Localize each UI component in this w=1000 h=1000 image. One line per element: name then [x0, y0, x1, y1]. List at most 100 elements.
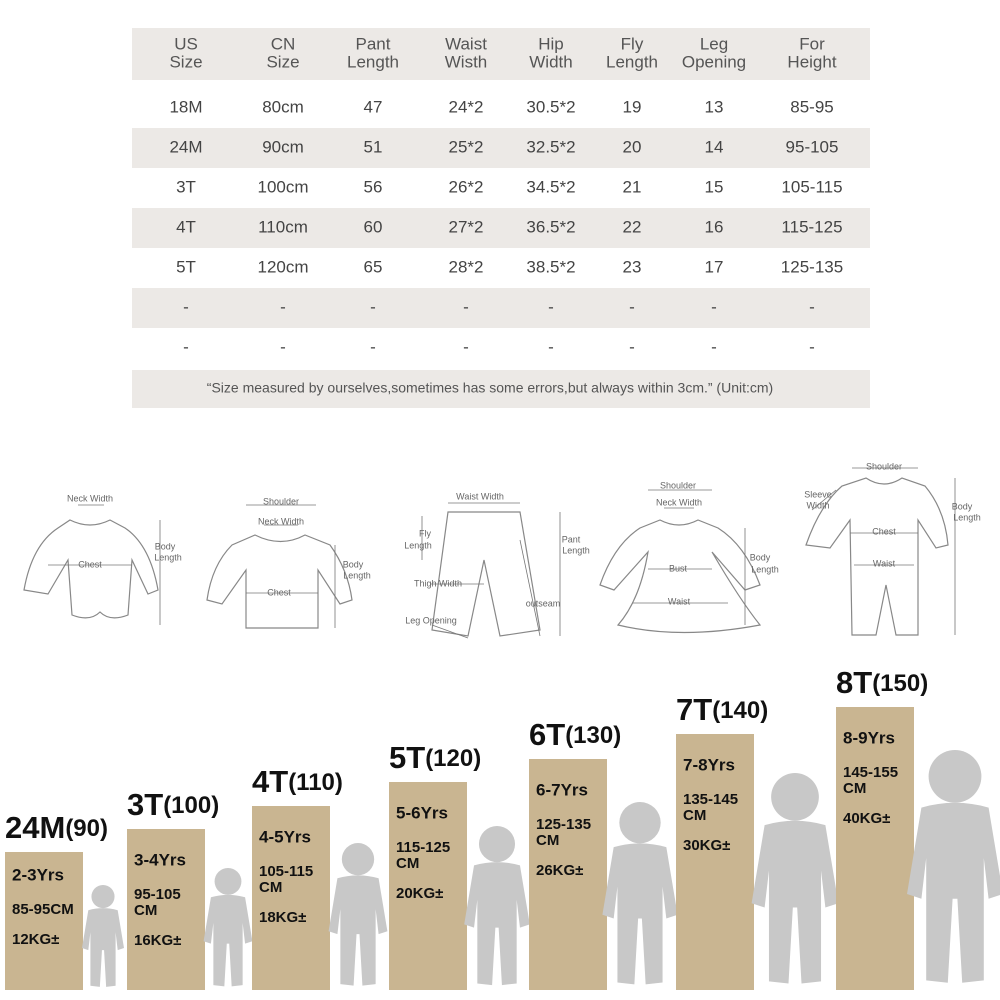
- table-cell: -: [370, 297, 376, 316]
- table-header: CN: [271, 34, 296, 53]
- row-bg: [132, 208, 870, 248]
- table-cell: -: [463, 297, 469, 316]
- size-label: 5T(120): [389, 740, 481, 775]
- size-age: 3-4Yrs: [134, 850, 186, 869]
- size-name: 5T: [389, 740, 425, 775]
- silhouette-head: [928, 750, 982, 803]
- diagram-label: Neck Width: [258, 516, 304, 526]
- size-label: 8T(150): [836, 665, 928, 700]
- size-height: 125-135: [536, 816, 591, 833]
- child-silhouette: [906, 750, 1000, 983]
- size-name: 8T: [836, 665, 872, 700]
- size-height: CM: [259, 879, 282, 896]
- child-silhouette: [751, 773, 839, 984]
- diagram-label: outseam: [526, 598, 561, 608]
- table-cell: 5T: [176, 257, 196, 276]
- size-weight: 12KG±: [12, 931, 59, 948]
- table-cell: -: [711, 297, 717, 316]
- size-age: 7-8Yrs: [683, 755, 735, 774]
- table-header: Pant: [356, 34, 391, 53]
- table-cell: 38.5*2: [526, 257, 575, 276]
- garment-drawings: [23, 467, 956, 639]
- table-cell: -: [370, 337, 376, 356]
- diagram-label: Sleeve: [804, 489, 832, 499]
- table-cell: 18M: [169, 97, 202, 116]
- table-cell: 60: [364, 217, 383, 236]
- size-cn: (110): [288, 769, 343, 796]
- table-cell: 80cm: [262, 97, 304, 116]
- table-cell: -: [629, 297, 635, 316]
- diagram-label: Shoulder: [660, 480, 696, 490]
- size-bar: [389, 782, 467, 990]
- table-cell: -: [548, 337, 554, 356]
- table-header: Length: [347, 52, 399, 71]
- size-label: 7T(140): [676, 692, 768, 727]
- size-age: 5-6Yrs: [396, 803, 448, 822]
- size-height: CM: [843, 780, 866, 797]
- size-name: 7T: [676, 692, 712, 727]
- table-header: Opening: [682, 52, 746, 71]
- diagram-label: Length: [953, 512, 981, 522]
- silhouette-head: [91, 885, 115, 909]
- silhouette-head: [619, 802, 661, 844]
- size-age: 4-5Yrs: [259, 827, 311, 846]
- size-weight: 26KG±: [536, 862, 583, 879]
- size-bar: [836, 707, 914, 990]
- table-cell: -: [809, 337, 815, 356]
- diagram-label: Fly: [419, 528, 431, 538]
- table-cell: 85-95: [790, 97, 833, 116]
- table-cell: 47: [364, 97, 383, 116]
- silhouette-head: [478, 826, 516, 863]
- table-header: Wisth: [445, 52, 488, 71]
- diagram-label: Body: [155, 541, 176, 551]
- size-weight: 18KG±: [259, 909, 306, 926]
- table-cell: 23: [623, 257, 642, 276]
- diagram-label: Length: [343, 570, 371, 580]
- table-cell: 14: [705, 137, 724, 156]
- size-label: 6T(130): [529, 717, 621, 752]
- table-header: For: [799, 34, 825, 53]
- table-cell: 17: [705, 257, 724, 276]
- size-height: CM: [683, 807, 706, 824]
- table-cell: -: [280, 337, 286, 356]
- table-cell: -: [629, 337, 635, 356]
- table-cell: 51: [364, 137, 383, 156]
- table-cell: 15: [705, 177, 724, 196]
- silhouette-body: [751, 820, 839, 984]
- size-cn: (150): [872, 670, 928, 697]
- table-cell: 24*2: [449, 97, 484, 116]
- table-header: Waist: [445, 34, 487, 53]
- diagram-label: Thigh Width: [414, 578, 462, 588]
- table-cell: 100cm: [257, 177, 308, 196]
- diagram-label: Chest: [78, 559, 102, 569]
- diagram-label: Body: [750, 552, 771, 562]
- diagram-label: Shoulder: [866, 461, 902, 471]
- size-weight: 30KG±: [683, 837, 730, 854]
- child-silhouette: [82, 885, 124, 987]
- table-cell: 26*2: [449, 177, 484, 196]
- child-silhouette: [602, 802, 678, 985]
- table-cell: 120cm: [257, 257, 308, 276]
- diagram-label: Leg Opening: [405, 615, 457, 625]
- size-name: 3T: [127, 787, 163, 822]
- size-bar: [676, 734, 754, 990]
- child-silhouette: [464, 826, 530, 986]
- diagram-label: Length: [154, 552, 182, 562]
- size-age: 2-3Yrs: [12, 865, 64, 884]
- diagram-label: Bust: [669, 563, 688, 573]
- table-note: “Size measured by ourselves,sometimes ha…: [207, 380, 773, 396]
- table-header: Height: [787, 52, 836, 71]
- table-cell: 125-135: [781, 257, 843, 276]
- table-cell: 24M: [169, 137, 202, 156]
- diagram-label: Neck Width: [67, 493, 113, 503]
- diagram-label: Waist: [668, 596, 691, 606]
- size-height: CM: [396, 855, 419, 872]
- diagram-label: Length: [751, 564, 779, 574]
- size-weight: 16KG±: [134, 932, 181, 949]
- size-cn: (100): [163, 792, 219, 819]
- table-cell: 36.5*2: [526, 217, 575, 236]
- table-cell: 21: [623, 177, 642, 196]
- row-bg: [132, 128, 870, 168]
- silhouette-body: [82, 908, 124, 987]
